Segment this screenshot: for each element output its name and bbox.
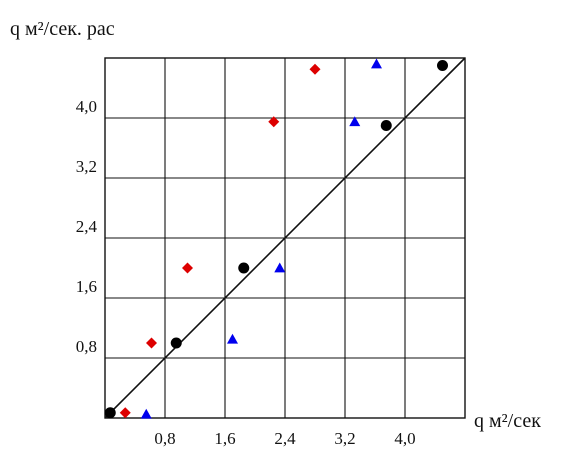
data-points xyxy=(104,58,448,419)
data-point-diamond xyxy=(146,337,157,349)
data-point-circle xyxy=(104,407,116,419)
data-point-triangle xyxy=(140,408,152,419)
data-point-circle xyxy=(380,120,392,131)
y-tick-label: 0,8 xyxy=(76,337,97,356)
data-point-diamond xyxy=(309,63,321,75)
tick-labels: 0,8 1,6 2,4 3,2 4,0 0,8 1,6 2,4 3,2 4,0 xyxy=(76,97,416,448)
x-tick-label: 0,8 xyxy=(154,429,175,448)
x-tick-label: 1,6 xyxy=(214,429,235,448)
x-tick-label: 3,2 xyxy=(334,429,355,448)
data-point-triangle xyxy=(371,58,382,69)
data-point-diamond xyxy=(182,262,193,274)
data-point-triangle xyxy=(349,116,361,127)
x-tick-label: 4,0 xyxy=(394,429,415,448)
data-point-diamond xyxy=(119,407,131,419)
data-point-circle xyxy=(170,337,182,349)
data-point-circle xyxy=(437,60,448,71)
x-tick-label: 2,4 xyxy=(274,429,296,448)
data-point-triangle xyxy=(227,333,238,344)
y-tick-label: 2,4 xyxy=(76,217,98,236)
reference-diagonal-line xyxy=(104,57,466,419)
x-axis-label: q м²/сек xyxy=(474,410,541,432)
y-tick-label: 1,6 xyxy=(76,277,97,296)
y-tick-label: 3,2 xyxy=(76,157,97,176)
data-point-circle xyxy=(238,262,250,274)
y-axis-label: q м²/сек. рас xyxy=(10,18,115,40)
data-point-diamond xyxy=(268,116,280,128)
data-point-triangle xyxy=(274,262,286,273)
y-tick-label: 4,0 xyxy=(76,97,97,116)
